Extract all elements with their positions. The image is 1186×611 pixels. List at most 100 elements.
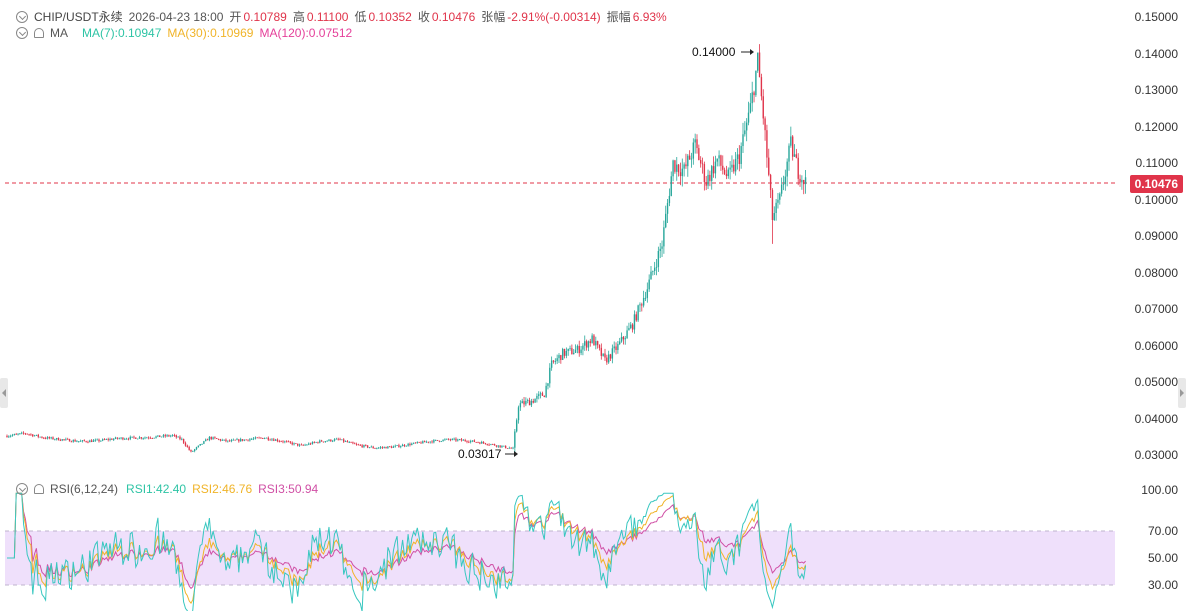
amplitude-value: 6.93% [632, 9, 667, 24]
candle-body [644, 297, 647, 299]
candle-body [733, 164, 735, 172]
candle-body [736, 154, 739, 159]
candle-body [35, 434, 38, 436]
candle-body [105, 439, 108, 440]
candle-body [398, 445, 400, 448]
candle-body [766, 130, 768, 158]
candle-body [330, 439, 332, 442]
candle-body [701, 163, 704, 165]
candle-body [503, 445, 505, 447]
candle-body [532, 401, 534, 403]
symbol-label: CHIP/USDT永续 [34, 10, 123, 24]
candle-body [350, 442, 352, 443]
candle-body [804, 177, 807, 185]
scroll-left-handle[interactable] [0, 378, 8, 408]
candle-body [490, 444, 492, 445]
candle-body [287, 441, 290, 443]
candle-body [422, 441, 424, 444]
candle-body [28, 434, 30, 436]
ma-indicator-name[interactable]: MA [50, 26, 68, 40]
candle-body [620, 336, 623, 342]
candle-body [392, 446, 395, 448]
candle-body [791, 136, 794, 157]
candle-body [379, 447, 382, 449]
candle-body [734, 158, 737, 172]
candle-body [366, 445, 369, 448]
candle-body [295, 443, 297, 445]
candle-body [186, 445, 189, 447]
candle-body [238, 439, 240, 442]
candle-body [116, 437, 119, 439]
candle-body [372, 446, 374, 449]
rsi3-value: RSI3:50.94 [258, 482, 319, 496]
candle-body [100, 440, 102, 442]
candle-body [258, 437, 260, 439]
candle-body [525, 400, 527, 405]
current-price-tag: 0.10476 [1129, 175, 1183, 193]
collapse-icon[interactable] [16, 10, 28, 23]
candle-body [140, 437, 143, 439]
candle-body [550, 360, 553, 368]
candle-body [355, 444, 358, 445]
collapse-icon[interactable] [16, 483, 28, 495]
candle-body [453, 438, 455, 440]
high-arrow-head [750, 49, 754, 55]
candle-body [606, 357, 608, 363]
candle-body [451, 438, 453, 440]
candle-body [442, 439, 444, 442]
candle-body [652, 270, 654, 272]
candle-body [273, 439, 275, 441]
candle-body [554, 361, 557, 362]
candle-body [665, 213, 667, 228]
candle-body [324, 441, 327, 442]
candle-body [41, 436, 43, 438]
candle-body [495, 445, 498, 447]
rsi-legend: RSI(6,12,24) RSI1:42.40 RSI2:46.76 RSI3:… [16, 482, 324, 496]
candle-body [405, 445, 407, 447]
bell-icon[interactable] [34, 484, 44, 494]
candle-body [523, 401, 525, 405]
candle-body [50, 437, 52, 439]
candle-body [534, 398, 536, 403]
candle-body [758, 52, 761, 78]
candle-body [622, 336, 625, 340]
candle-body [611, 348, 614, 359]
price-tick: 0.05000 [1134, 375, 1178, 389]
rsi2-value: RSI2:46.76 [192, 482, 253, 496]
candle-body [462, 439, 465, 441]
collapse-icon[interactable] [16, 27, 28, 39]
candle-body [528, 400, 531, 406]
candle-body [631, 324, 634, 330]
candle-body [793, 154, 796, 157]
candle-body [21, 432, 23, 434]
price-tick: 0.13000 [1134, 83, 1178, 97]
candle-body [184, 442, 187, 446]
candle-body [751, 92, 753, 104]
candle-body [365, 445, 367, 446]
close-label: 收 [417, 10, 430, 24]
candle-body [308, 443, 310, 445]
candle-body [576, 345, 579, 350]
candle-body [331, 440, 334, 442]
price-tick: 0.09000 [1134, 229, 1178, 243]
candle-body [195, 447, 198, 450]
candle-body [328, 439, 330, 441]
candle-body [795, 154, 798, 158]
ma7-line [7, 84, 806, 449]
candle-body [181, 438, 183, 440]
candle-body [479, 442, 481, 444]
candle-body [569, 348, 571, 349]
candle-body [519, 403, 522, 408]
candle-body [214, 437, 216, 439]
rsi-indicator-name[interactable]: RSI(6,12,24) [50, 482, 119, 496]
candle-body [92, 440, 95, 442]
candle-body [39, 436, 41, 438]
candle-body [149, 437, 152, 439]
bell-icon[interactable] [34, 28, 44, 38]
candle-body [607, 354, 610, 363]
candle-body [111, 438, 113, 440]
candle-body [212, 437, 214, 440]
scroll-right-handle[interactable] [1178, 378, 1186, 408]
candle-body [418, 441, 420, 443]
